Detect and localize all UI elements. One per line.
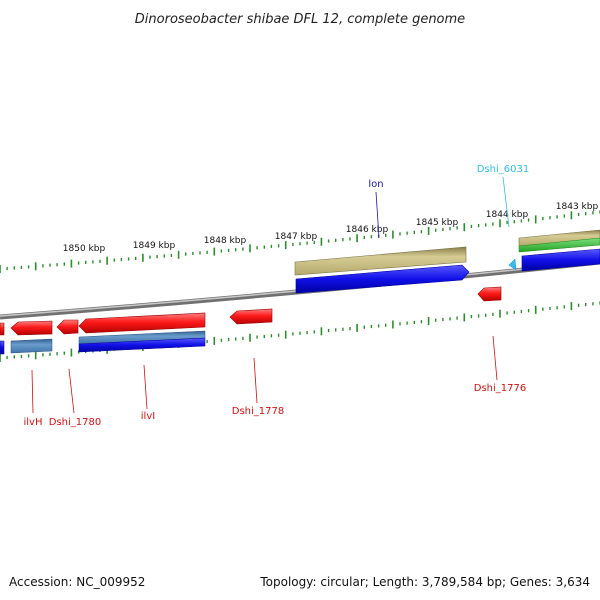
scale-label-1843: 1843 kbp xyxy=(556,202,599,212)
gene-ilvh-arrow[interactable] xyxy=(10,320,53,336)
scale-label-1850: 1850 kbp xyxy=(63,244,106,254)
gene-label-dshi-1778[interactable]: Dshi_1778 xyxy=(232,406,284,417)
gene-label-ilvh[interactable]: ilvH xyxy=(24,417,43,428)
map-title: Dinoroseobacter shibae DFL 12, complete … xyxy=(135,12,465,27)
scale-labels: 1850 kbp 1849 kbp 1848 kbp 1847 kbp 1846… xyxy=(63,202,599,254)
gene-left-edge-arrow[interactable] xyxy=(0,322,5,336)
gene-label-lon[interactable]: lon xyxy=(368,179,383,190)
scale-label-1846: 1846 kbp xyxy=(346,225,389,235)
gene-dshi-1780-arrow[interactable] xyxy=(56,319,79,335)
gene-label-ilvi[interactable]: ilvI xyxy=(141,411,155,422)
gene-dshi-1776-arrow[interactable] xyxy=(477,286,502,302)
scale-label-1845: 1845 kbp xyxy=(416,218,459,228)
scale-label-1848: 1848 kbp xyxy=(204,236,247,246)
gene-lon-arrow[interactable] xyxy=(295,264,470,294)
scale-label-1847: 1847 kbp xyxy=(275,232,318,242)
gene-label-dshi-1780[interactable]: Dshi_1780 xyxy=(49,417,101,428)
gene-right-blue-arrow[interactable] xyxy=(521,248,600,272)
feature-khaki-right[interactable] xyxy=(518,229,600,247)
scale-label-1849: 1849 kbp xyxy=(133,241,176,251)
leader-lon xyxy=(375,191,380,239)
leader-lines xyxy=(31,176,510,414)
leader-dshi-6031 xyxy=(502,176,510,228)
feature-green-right[interactable] xyxy=(518,237,600,253)
leader-ilvh xyxy=(31,369,34,414)
scale-label-1844: 1844 kbp xyxy=(486,210,529,220)
feature-steelblue-left[interactable] xyxy=(10,338,53,354)
leader-ilvi xyxy=(143,364,148,410)
gene-labels: ilvH Dshi_1780 ilvI Dshi_1778 lon Dshi_6… xyxy=(24,164,530,428)
gene-label-dshi-6031[interactable]: Dshi_6031 xyxy=(477,164,529,175)
feature-blue-ilvi[interactable] xyxy=(78,337,206,353)
leader-dshi-1780 xyxy=(68,368,75,414)
gene-dshi-1778-arrow[interactable] xyxy=(229,308,273,325)
gene-label-dshi-1776[interactable]: Dshi_1776 xyxy=(474,383,526,394)
feature-khaki-lon-region[interactable] xyxy=(294,246,467,276)
gene-dshi-6031-arrow[interactable] xyxy=(508,258,517,271)
genome-summary-text: Topology: circular; Length: 3,789,584 bp… xyxy=(259,575,590,589)
feature-blue-left-edge[interactable] xyxy=(0,340,5,355)
gene-ilvi-arrow[interactable] xyxy=(78,312,206,334)
leader-dshi-1778 xyxy=(253,357,258,404)
accession-text: Accession: NC_009952 xyxy=(9,575,145,589)
scale-ticks-outer xyxy=(0,210,600,273)
leader-dshi-1776 xyxy=(492,335,498,381)
